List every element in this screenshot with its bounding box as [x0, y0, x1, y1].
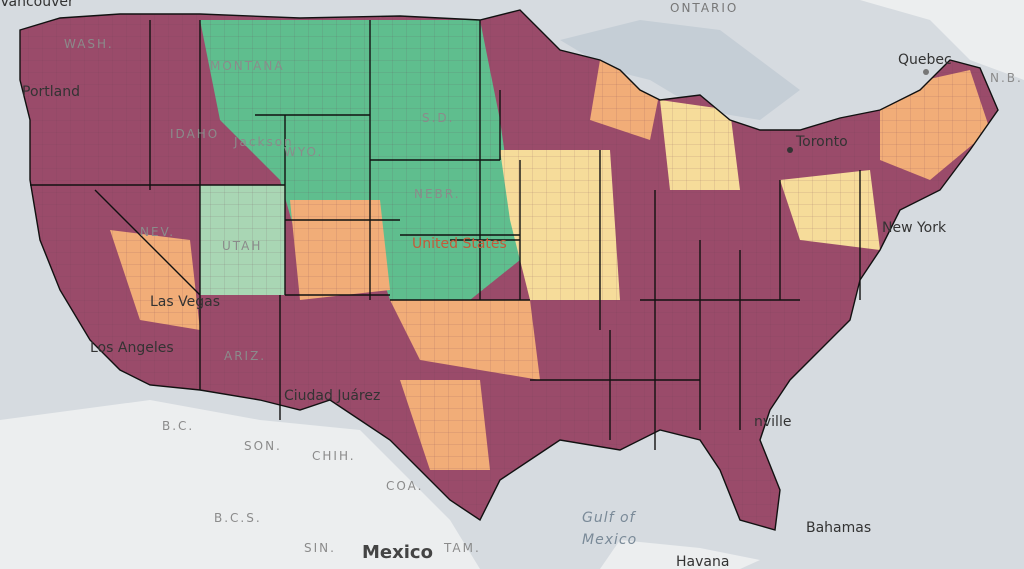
label-nevada: NEV. [140, 225, 175, 239]
label-son: SON. [244, 439, 282, 453]
label-tam: TAM. [443, 541, 481, 555]
label-wyoming: WYO. [284, 145, 323, 159]
label-portland: Portland [22, 84, 80, 100]
cuba-land [600, 540, 760, 569]
label-new-york: New York [882, 220, 947, 236]
label-coa: COA. [386, 479, 423, 493]
label-united-states: United States [412, 236, 507, 252]
label-arizona: ARIZ. [224, 349, 266, 363]
label-las-vegas: Las Vegas [150, 294, 220, 310]
state-borders [19, 9, 999, 531]
label-mexico: Mexico [362, 542, 433, 563]
label-nb: N.B. [990, 71, 1023, 85]
marker-quebec [923, 69, 929, 75]
canada-land [0, 0, 1024, 80]
label-bc: B.C. [162, 419, 194, 433]
label-jacksonville: nville [754, 414, 791, 430]
label-utah: UTAH [222, 239, 262, 253]
marker-toronto [787, 147, 793, 153]
label-bcs: B.C.S. [214, 511, 262, 525]
label-nebraska: NEBR. [414, 187, 461, 201]
label-washington: WASH. [64, 37, 114, 51]
label-havana: Havana [676, 554, 729, 569]
label-jackson: Jackson [233, 135, 294, 149]
label-quebec: Quebec [898, 52, 952, 68]
great-lakes [560, 20, 800, 120]
mexico-land [0, 400, 480, 569]
label-idaho: IDAHO [170, 127, 219, 141]
label-gulf-of: Gulf of [582, 510, 637, 526]
label-chih: CHIH. [312, 449, 356, 463]
label-toronto: Toronto [795, 134, 848, 150]
label-montana: MONTANA [210, 59, 285, 73]
label-sd: S.D. [422, 111, 455, 125]
label-bahamas: Bahamas [806, 520, 871, 536]
label-ontario: ONTARIO [670, 1, 738, 15]
label-ciudad-juarez: Ciudad Juárez [284, 388, 380, 404]
label-mexico-water: Mexico [582, 532, 637, 548]
label-los-angeles: Los Angeles [90, 340, 174, 356]
label-sin: SIN. [304, 541, 336, 555]
label-vancouver: Vancouver [0, 0, 74, 10]
